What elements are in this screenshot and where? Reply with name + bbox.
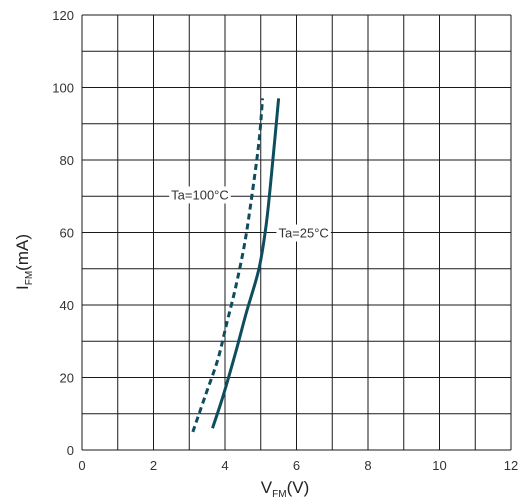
x-tick-label: 2: [150, 458, 157, 473]
x-tick-label: 8: [364, 458, 371, 473]
x-tick-label: 10: [432, 458, 446, 473]
y-tick-label: 100: [52, 81, 74, 96]
y-tick-label: 60: [60, 226, 74, 241]
series-line-ta100: [191, 98, 265, 433]
series-label-ta25: Ta=25°C: [276, 224, 331, 242]
y-tick-label: 80: [60, 153, 74, 168]
x-tick-label: 6: [293, 458, 300, 473]
series-label-ta25-background: [276, 224, 331, 242]
series-label-ta25-text: Ta=25°C: [278, 226, 328, 241]
y-tick-label: 0: [67, 443, 74, 458]
x-tick-label: 4: [221, 458, 228, 473]
series-lines: [191, 98, 281, 433]
series-label-ta100: Ta=100°C: [169, 186, 231, 204]
x-tick-label: 12: [504, 458, 518, 473]
series-label-ta100-background: [169, 186, 231, 204]
x-tick-label: 0: [78, 458, 85, 473]
y-tick-label: 20: [60, 371, 74, 386]
series-label-ta100-text: Ta=100°C: [171, 187, 229, 202]
series-labels: Ta=100°C Ta=25°C: [169, 186, 331, 242]
series-line-ta25: [211, 98, 281, 429]
y-tick-label: 120: [52, 8, 74, 23]
x-axis-title: VFM(V): [261, 478, 309, 500]
y-axis-title: IFM(mA): [13, 234, 35, 290]
y-tick-label: 40: [60, 298, 74, 313]
